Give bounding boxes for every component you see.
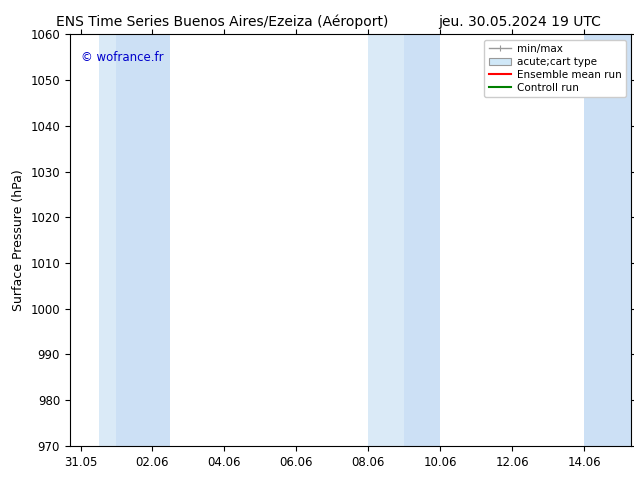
Bar [117, 34, 171, 446]
Bar [98, 34, 117, 446]
Legend: min/max, acute;cart type, Ensemble mean run, Controll run: min/max, acute;cart type, Ensemble mean … [484, 40, 626, 97]
Bar [584, 34, 631, 446]
Text: ENS Time Series Buenos Aires/Ezeiza (Aéroport): ENS Time Series Buenos Aires/Ezeiza (Aér… [56, 15, 388, 29]
Y-axis label: Surface Pressure (hPa): Surface Pressure (hPa) [11, 169, 25, 311]
Text: © wofrance.fr: © wofrance.fr [81, 51, 164, 64]
Bar [368, 34, 404, 446]
Bar [404, 34, 440, 446]
Text: jeu. 30.05.2024 19 UTC: jeu. 30.05.2024 19 UTC [439, 15, 601, 29]
